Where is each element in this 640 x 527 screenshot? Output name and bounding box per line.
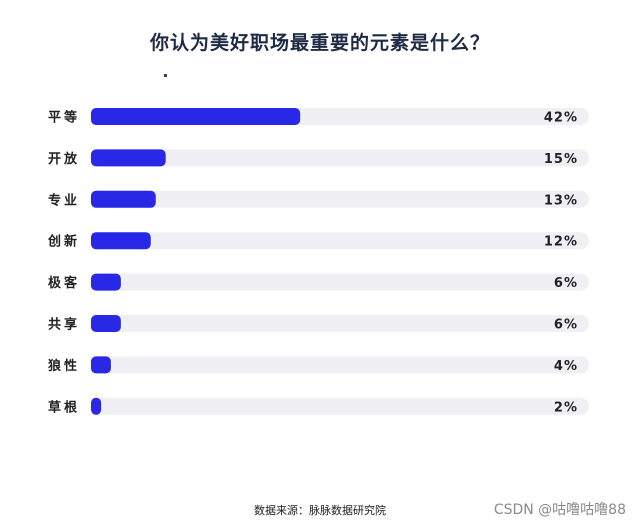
category-label: 开放 [48, 151, 80, 167]
watermark: CSDN @咕噜咕噜88 [493, 502, 626, 518]
bar-track [91, 356, 589, 374]
bar-track [91, 232, 589, 250]
value-label: 6% [554, 318, 578, 333]
value-label: 2% [554, 400, 578, 415]
category-label: 狼性 [47, 358, 80, 374]
bar-track [91, 190, 589, 208]
bar-专业 [91, 190, 156, 208]
bar-创新 [91, 232, 151, 250]
value-label: 15% [544, 152, 578, 167]
bar-chart: 平等 42% 开放 15% 专业 13% 创新 12% 极客 6% 共享 6% 狼性 4% 草根 2% [47, 108, 589, 415]
category-label: 极客 [48, 275, 80, 291]
data-source-note: 数据来源：脉脉数据研究院 [254, 504, 386, 517]
decorative-dot [164, 74, 167, 77]
bar-狼性 [91, 356, 111, 374]
category-label: 专业 [48, 192, 80, 208]
bar-开放 [91, 149, 166, 167]
bar-极客 [91, 273, 121, 291]
bar-track [91, 315, 589, 332]
value-label: 13% [544, 193, 578, 208]
category-label: 创新 [47, 234, 80, 250]
category-label: 草根 [48, 399, 80, 415]
bar-track [91, 397, 589, 415]
value-label: 6% [554, 276, 578, 291]
bar-共享 [91, 315, 121, 332]
value-label: 42% [544, 111, 578, 126]
bar-track [91, 149, 589, 167]
value-label: 4% [554, 359, 578, 374]
bar-track [91, 273, 589, 291]
value-label: 12% [544, 235, 578, 250]
category-label: 平等 [48, 110, 80, 126]
bar-草根 [91, 397, 102, 415]
category-label: 共享 [48, 317, 80, 333]
bar-平等 [91, 108, 301, 125]
chart-title: 你认为美好职场最重要的元素是什么？ [149, 32, 490, 54]
